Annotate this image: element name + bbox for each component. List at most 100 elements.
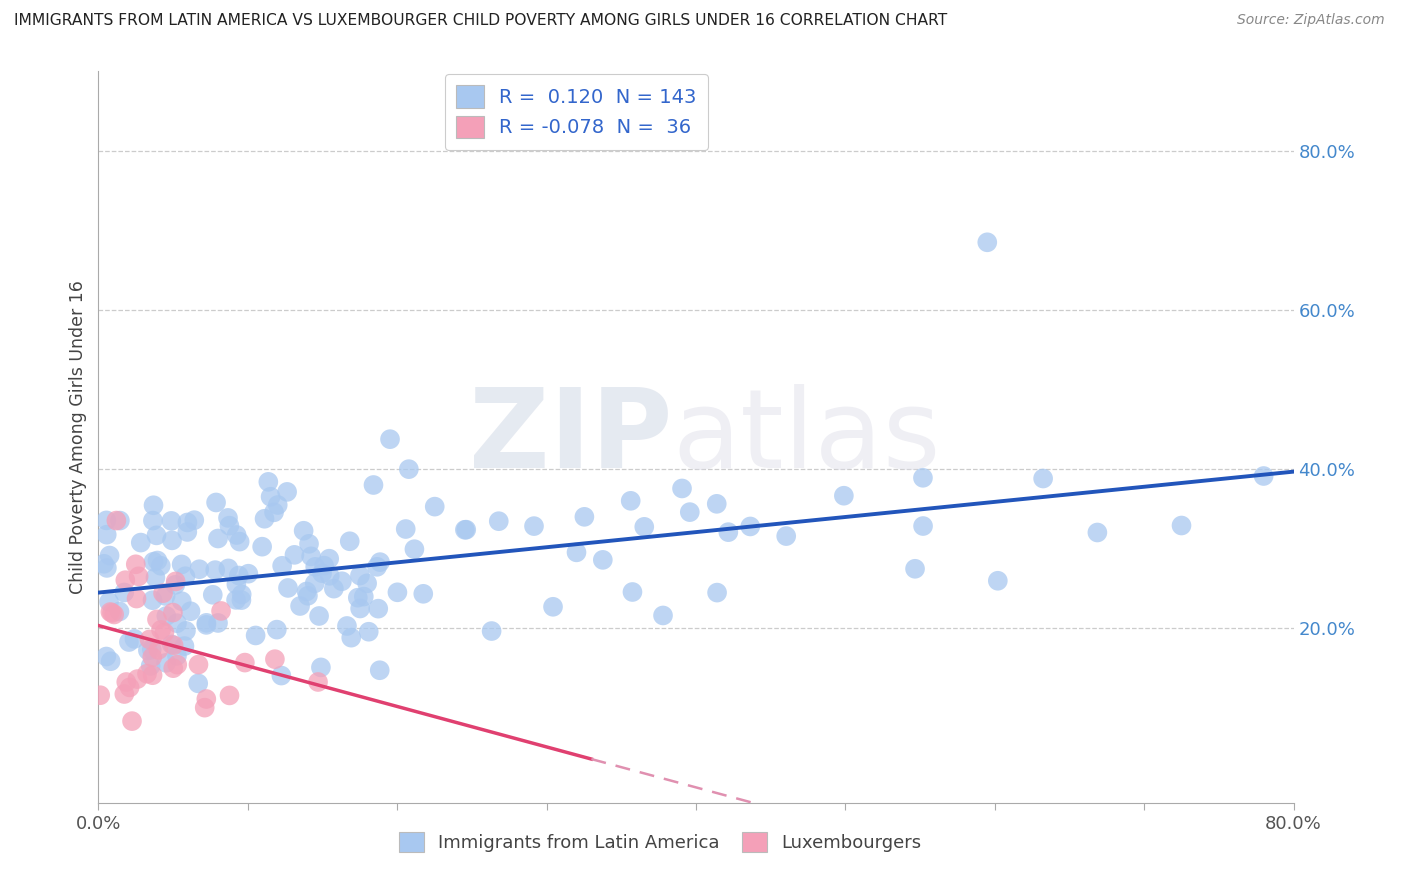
Point: [307, 675, 329, 690]
Point: [633, 520, 655, 534]
Point: [142, 498, 165, 512]
Text: Source: ZipAtlas.com: Source: ZipAtlas.com: [1237, 13, 1385, 28]
Point: [93, 557, 115, 571]
Point: [717, 525, 740, 540]
Point: [295, 584, 318, 599]
Point: [304, 559, 326, 574]
Point: [129, 535, 152, 549]
Point: [233, 656, 256, 670]
Point: [257, 475, 280, 489]
Point: [141, 650, 163, 665]
Point: [162, 661, 184, 675]
Point: [98, 549, 121, 563]
Point: [166, 648, 188, 663]
Point: [180, 604, 202, 618]
Point: [195, 615, 218, 630]
Point: [253, 512, 276, 526]
Point: [136, 666, 159, 681]
Point: [165, 574, 187, 589]
Point: [298, 537, 321, 551]
Point: [652, 608, 675, 623]
Point: [368, 663, 391, 677]
Point: [118, 681, 141, 695]
Point: [336, 619, 359, 633]
Point: [322, 582, 344, 596]
Point: [139, 658, 162, 673]
Point: [225, 528, 247, 542]
Point: [112, 585, 135, 599]
Point: [142, 555, 165, 569]
Point: [231, 587, 253, 601]
Point: [349, 568, 371, 582]
Point: [108, 514, 131, 528]
Point: [176, 524, 198, 539]
Point: [101, 606, 124, 620]
Point: [142, 514, 165, 528]
Point: [176, 516, 198, 530]
Point: [142, 668, 165, 682]
Point: [671, 482, 693, 496]
Point: [125, 591, 148, 606]
Point: [987, 574, 1010, 588]
Point: [481, 624, 503, 638]
Point: [207, 532, 229, 546]
Point: [217, 511, 239, 525]
Point: [271, 558, 294, 573]
Point: [98, 605, 122, 619]
Text: ZIP: ZIP: [468, 384, 672, 491]
Point: [114, 573, 136, 587]
Text: atlas: atlas: [672, 384, 941, 491]
Point: [911, 471, 934, 485]
Point: [174, 569, 197, 583]
Point: [1170, 518, 1192, 533]
Point: [366, 559, 388, 574]
Point: [270, 668, 292, 682]
Point: [105, 514, 128, 528]
Point: [398, 462, 420, 476]
Point: [592, 553, 614, 567]
Point: [195, 618, 218, 632]
Point: [292, 524, 315, 538]
Point: [174, 624, 197, 638]
Point: [309, 660, 332, 674]
Point: [125, 558, 148, 572]
Point: [412, 587, 434, 601]
Point: [218, 518, 240, 533]
Point: [267, 498, 290, 512]
Point: [225, 577, 247, 591]
Point: [217, 561, 239, 575]
Point: [89, 688, 111, 702]
Point: [183, 513, 205, 527]
Point: [976, 235, 998, 250]
Point: [357, 624, 380, 639]
Point: [166, 616, 188, 631]
Point: [124, 632, 146, 646]
Text: IMMIGRANTS FROM LATIN AMERICA VS LUXEMBOURGER CHILD POVERTY AMONG GIRLS UNDER 16: IMMIGRANTS FROM LATIN AMERICA VS LUXEMBO…: [14, 13, 948, 29]
Point: [141, 593, 163, 607]
Point: [112, 687, 135, 701]
Point: [152, 586, 174, 600]
Point: [96, 561, 118, 575]
Point: [108, 604, 131, 618]
Point: [195, 692, 218, 706]
Point: [523, 519, 546, 533]
Point: [204, 563, 226, 577]
Point: [276, 484, 298, 499]
Point: [266, 623, 288, 637]
Point: [162, 606, 184, 620]
Point: [96, 649, 118, 664]
Point: [148, 643, 170, 657]
Point: [128, 569, 150, 583]
Point: [349, 601, 371, 615]
Point: [308, 609, 330, 624]
Point: [775, 529, 797, 543]
Point: [367, 601, 389, 615]
Point: [904, 562, 927, 576]
Point: [423, 500, 446, 514]
Point: [155, 589, 177, 603]
Point: [404, 542, 426, 557]
Point: [170, 558, 193, 572]
Point: [339, 534, 361, 549]
Point: [706, 497, 728, 511]
Point: [245, 628, 267, 642]
